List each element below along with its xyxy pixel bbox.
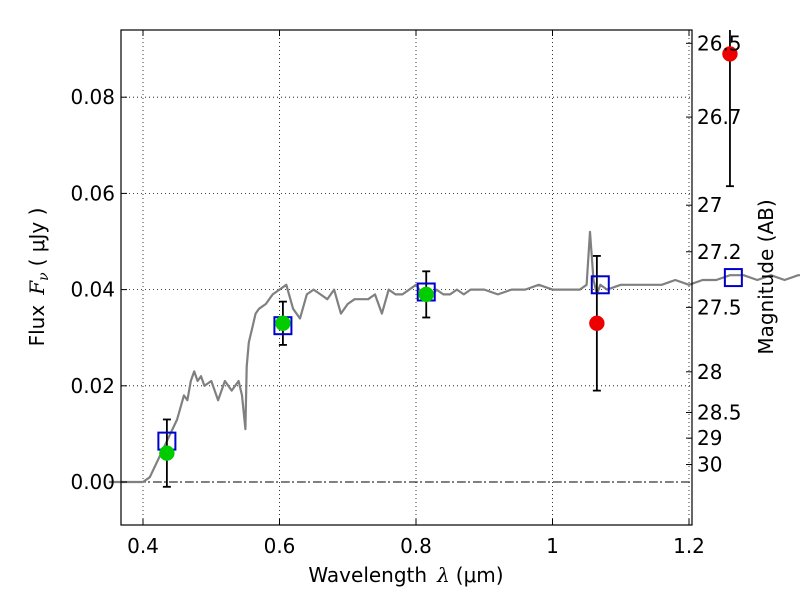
x-tick-label: 0.8 [400,534,432,558]
y-tick-label: 0.04 [70,278,115,302]
plot-frame [120,29,693,526]
x-tick-label: 0.6 [264,534,296,558]
y-tick-label: 0.02 [70,374,115,398]
red-data-point [589,315,605,332]
model-photometry-square [723,268,743,288]
green-data-point [159,445,175,461]
y-tick-label: 0.08 [70,85,115,109]
green-data-point [418,286,434,303]
y-axis-label: FluxFν( μJy ) [25,208,52,347]
y-tick-label: 0.00 [70,470,115,494]
x-axis-label: Wavelength λ (μm) [308,563,503,587]
plot-area [121,30,692,525]
right-tick-label: 28 [697,360,722,384]
right-tick-label: 26.7 [697,105,742,129]
right-tick-label: 27 [697,193,722,217]
right-tick-label: 27.2 [697,240,742,264]
grid [121,30,692,525]
right-axis-label: Magnitude (AB) [754,199,778,354]
red-data-point [722,46,738,62]
right-tick-label: 27.5 [697,295,742,319]
circle-marker-layer [159,46,738,461]
ticks-layer: 0.40.60.811.21.41.60.000.020.040.060.082… [70,30,742,558]
x-tick-label: 1 [546,534,559,558]
right-tick-label: 30 [697,453,722,477]
right-tick-label: 26.5 [697,31,742,55]
model-photometry-square [590,275,610,295]
y-tick-label: 0.06 [70,181,115,205]
x-tick-label: 1.2 [673,534,705,558]
right-tick-label: 29 [697,426,722,450]
x-tick-label: 0.4 [127,534,159,558]
green-data-point [275,315,291,332]
right-tick-label: 28.5 [697,400,742,424]
